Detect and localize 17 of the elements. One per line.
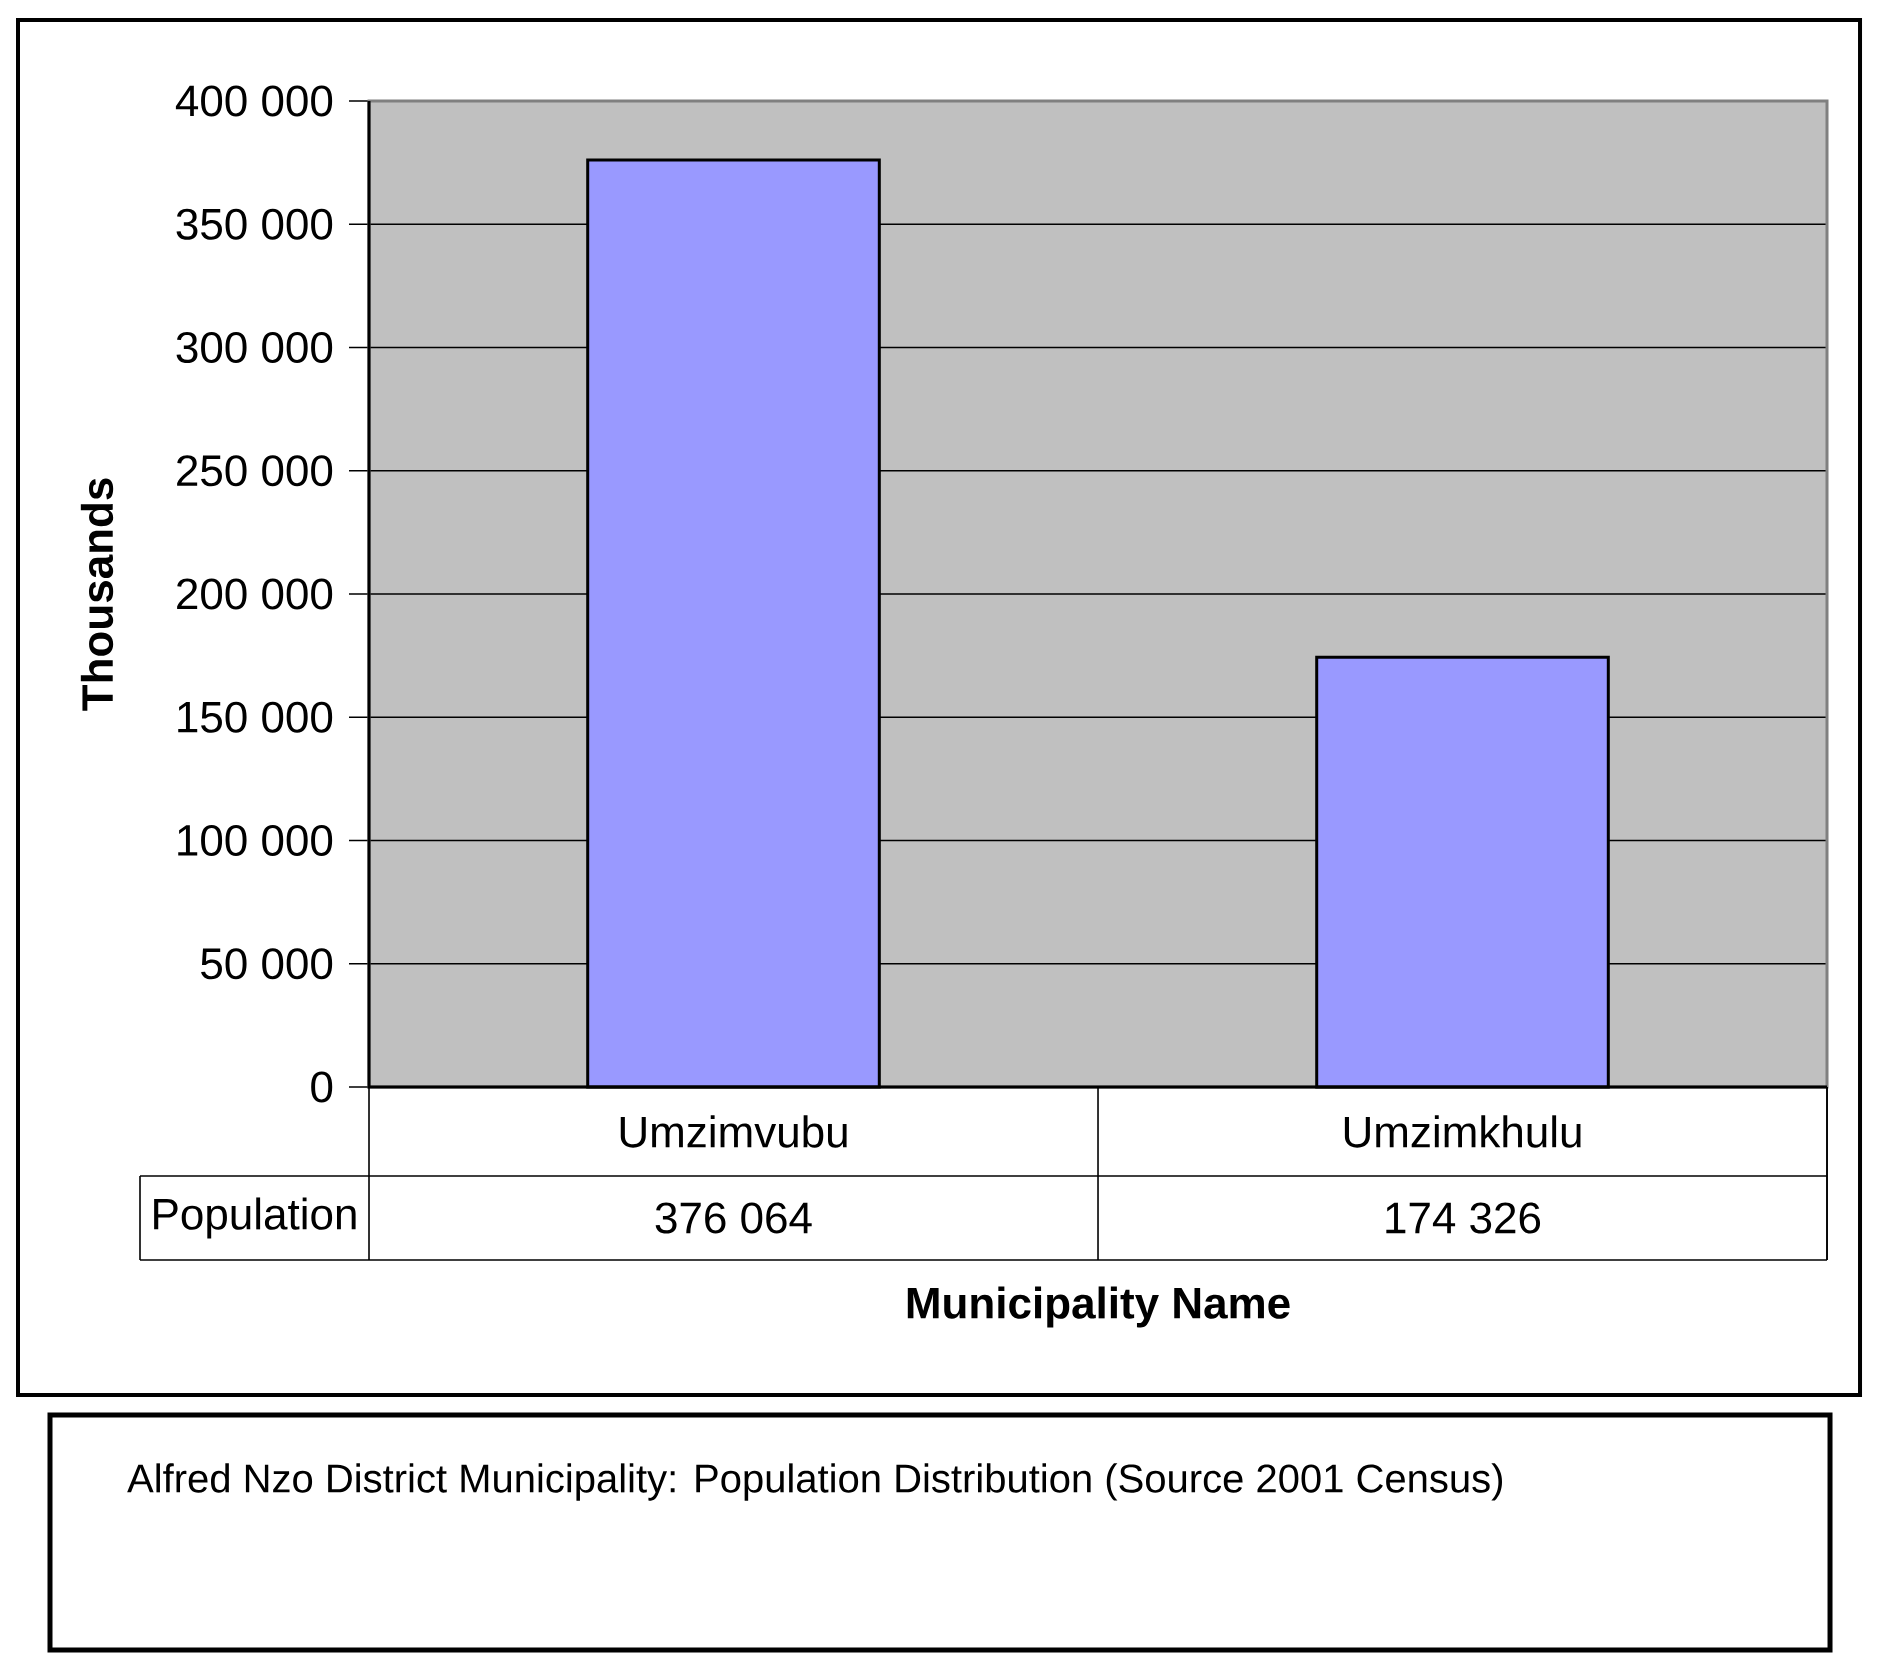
y-tick-label: 350 000 [176,208,333,240]
data-label: 174 326 [1386,1202,1541,1234]
x-tick-label: Umzimvubu [620,1115,847,1148]
text: Alfred Nzo District Municipality: Population Distribution (Source 2001 Census) [127,1463,1502,1501]
y-tick-label: 50 000 [201,948,333,980]
y-axis-title: Thousands [80,478,114,711]
y-tick-label: 200 000 [177,578,333,610]
y-tick-label: 400 000 [175,85,333,117]
legend-label: Population [154,1197,356,1239]
y-tick-label: 150 000 [178,701,333,733]
y-tick-label: 0 [311,1071,333,1103]
x-axis-title: Municipality Name [907,1286,1290,1328]
y-tick-label: 100 000 [178,824,333,857]
data-label: 376 064 [655,1202,812,1234]
y-tick-label: 250 000 [177,455,333,487]
x-tick-label: Umzimkhulu [1344,1115,1581,1148]
y-tick-label: 300 000 [176,331,333,364]
